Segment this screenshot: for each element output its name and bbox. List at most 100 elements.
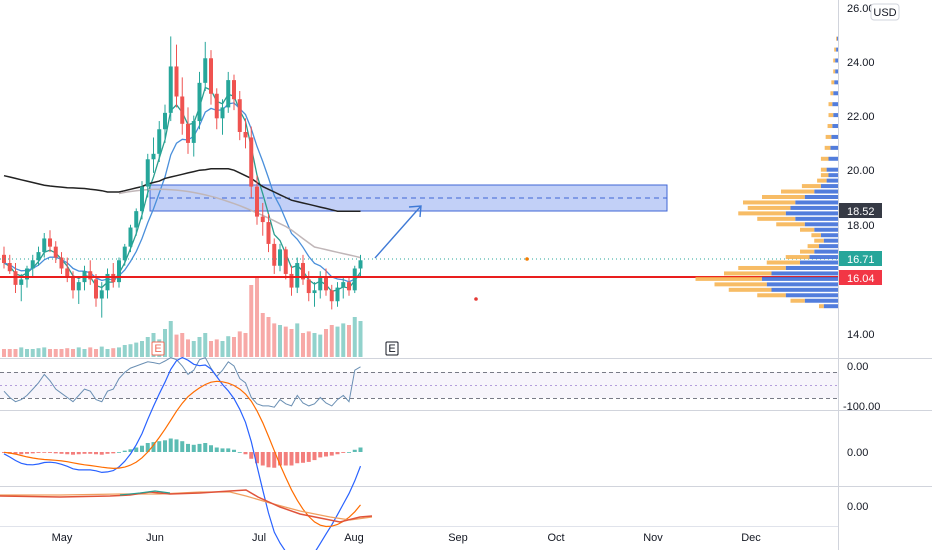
sma-long-line <box>3 168 361 212</box>
volume-bar <box>358 321 363 357</box>
macd-histogram-bar <box>94 452 98 455</box>
volume-bar <box>226 336 231 357</box>
zone-rectangle[interactable] <box>149 184 668 212</box>
volume-profile-up-bar <box>832 124 838 129</box>
currency-button[interactable]: USD <box>870 3 900 21</box>
volume-bar <box>19 347 24 357</box>
price-tick: 24.00 <box>847 57 875 69</box>
candle-body <box>352 268 357 291</box>
price-tick: 26.00 <box>847 3 875 15</box>
earnings-marker[interactable]: E <box>385 341 399 356</box>
volume-profile-down-bar <box>820 156 829 161</box>
volume-bar <box>88 347 93 357</box>
price-axis[interactable]: 26.00 24.00 22.00 20.00 18.00 14.00 USD … <box>839 3 900 513</box>
volume-bar <box>65 348 70 357</box>
macd-pane[interactable] <box>2 356 363 550</box>
volume-profile-up-bar <box>828 156 838 161</box>
volume-profile-up-bar <box>833 113 838 118</box>
macd-histogram <box>2 438 363 468</box>
macd-histogram-bar <box>65 452 70 455</box>
month-label: Jul <box>252 532 266 544</box>
candlesticks[interactable] <box>2 36 363 318</box>
resistance-zone[interactable] <box>149 184 668 212</box>
volume-bars <box>2 277 363 357</box>
macd-histogram-bar <box>352 449 357 452</box>
volume-bar <box>25 349 29 357</box>
volume-profile-up-bar <box>771 271 838 276</box>
volume-profile-down-bar <box>724 271 772 276</box>
month-label: Nov <box>643 532 663 544</box>
volume-bar <box>335 326 340 357</box>
candle-body <box>36 252 41 261</box>
volume-bar <box>329 325 334 357</box>
volume-bar <box>220 341 225 357</box>
volume-profile-up-bar <box>823 238 838 243</box>
volume-bar <box>301 333 305 357</box>
volume-profile-up-bar <box>785 293 838 298</box>
volume-bar <box>324 329 328 357</box>
volume-bar <box>53 349 58 357</box>
volume-profile-down-bar <box>728 287 772 292</box>
projection-arrow[interactable] <box>374 205 422 259</box>
volume-bar <box>30 349 35 357</box>
volume-profile-down-bar <box>833 69 836 74</box>
volume-bar <box>134 342 139 357</box>
volume-bar <box>312 333 317 357</box>
volume-bar <box>105 349 110 357</box>
candle-body <box>71 276 75 291</box>
oscillator-pane[interactable] <box>0 356 838 408</box>
macd-histogram-bar <box>174 439 179 452</box>
marker-dot <box>474 297 478 301</box>
volume-profile-down-bar <box>781 189 815 194</box>
volume-bar <box>94 349 98 357</box>
earnings-marker[interactable]: E <box>151 341 165 356</box>
oscillator-band <box>0 372 838 398</box>
candle-body <box>59 257 64 269</box>
volume-profile-up-bar <box>837 36 838 41</box>
macd-histogram-bar <box>324 452 328 457</box>
macd-histogram-bar <box>306 452 311 462</box>
price-tick: 22.00 <box>847 111 875 123</box>
macd-histogram-bar <box>186 443 190 452</box>
volume-profile-up-bar <box>814 249 838 254</box>
macd-histogram-bar <box>19 452 24 455</box>
candle-body <box>318 276 323 291</box>
volume-profile-down-bar <box>738 211 786 216</box>
volume-bar <box>117 347 121 357</box>
macd-histogram-bar <box>48 452 52 453</box>
candle-body <box>312 290 317 294</box>
macd-histogram-bar <box>30 452 35 454</box>
price-tick: 14.00 <box>847 329 875 341</box>
candle-body <box>209 58 213 94</box>
macd-histogram-bar <box>226 448 231 452</box>
third-pane-mid-line <box>119 490 171 496</box>
volume-profile-down-bar <box>807 244 819 249</box>
volume-profile-up-bar <box>820 233 838 238</box>
volume-profile-up-bar <box>785 265 838 270</box>
volume-bar <box>278 325 282 357</box>
volume-profile-up-bar <box>830 145 838 150</box>
candle-body <box>117 260 121 283</box>
volume-bar <box>249 285 254 357</box>
candle-body <box>53 246 58 258</box>
candle-body <box>180 96 185 124</box>
macd-histogram-bar <box>312 452 317 461</box>
candle-body <box>186 123 190 143</box>
volume-bar <box>174 334 179 357</box>
third-indicator-pane[interactable] <box>0 489 373 523</box>
macd-histogram-bar <box>266 452 271 468</box>
volume-profile-down-bar <box>827 124 833 129</box>
candle-body <box>283 249 288 274</box>
candle-body <box>191 121 196 143</box>
volume-profile-down-bar <box>738 265 786 270</box>
volume-bar <box>191 341 196 357</box>
macd-histogram-bar <box>301 452 305 463</box>
candle-body <box>168 66 173 113</box>
candle-body <box>226 80 231 108</box>
volume-bar <box>243 333 248 357</box>
time-axis[interactable]: May Jun Jul Aug Sep Oct Nov Dec <box>52 532 762 544</box>
volume-profile-down-bar <box>828 102 833 107</box>
macd-histogram-bar <box>203 443 208 452</box>
candle-body <box>122 246 127 261</box>
